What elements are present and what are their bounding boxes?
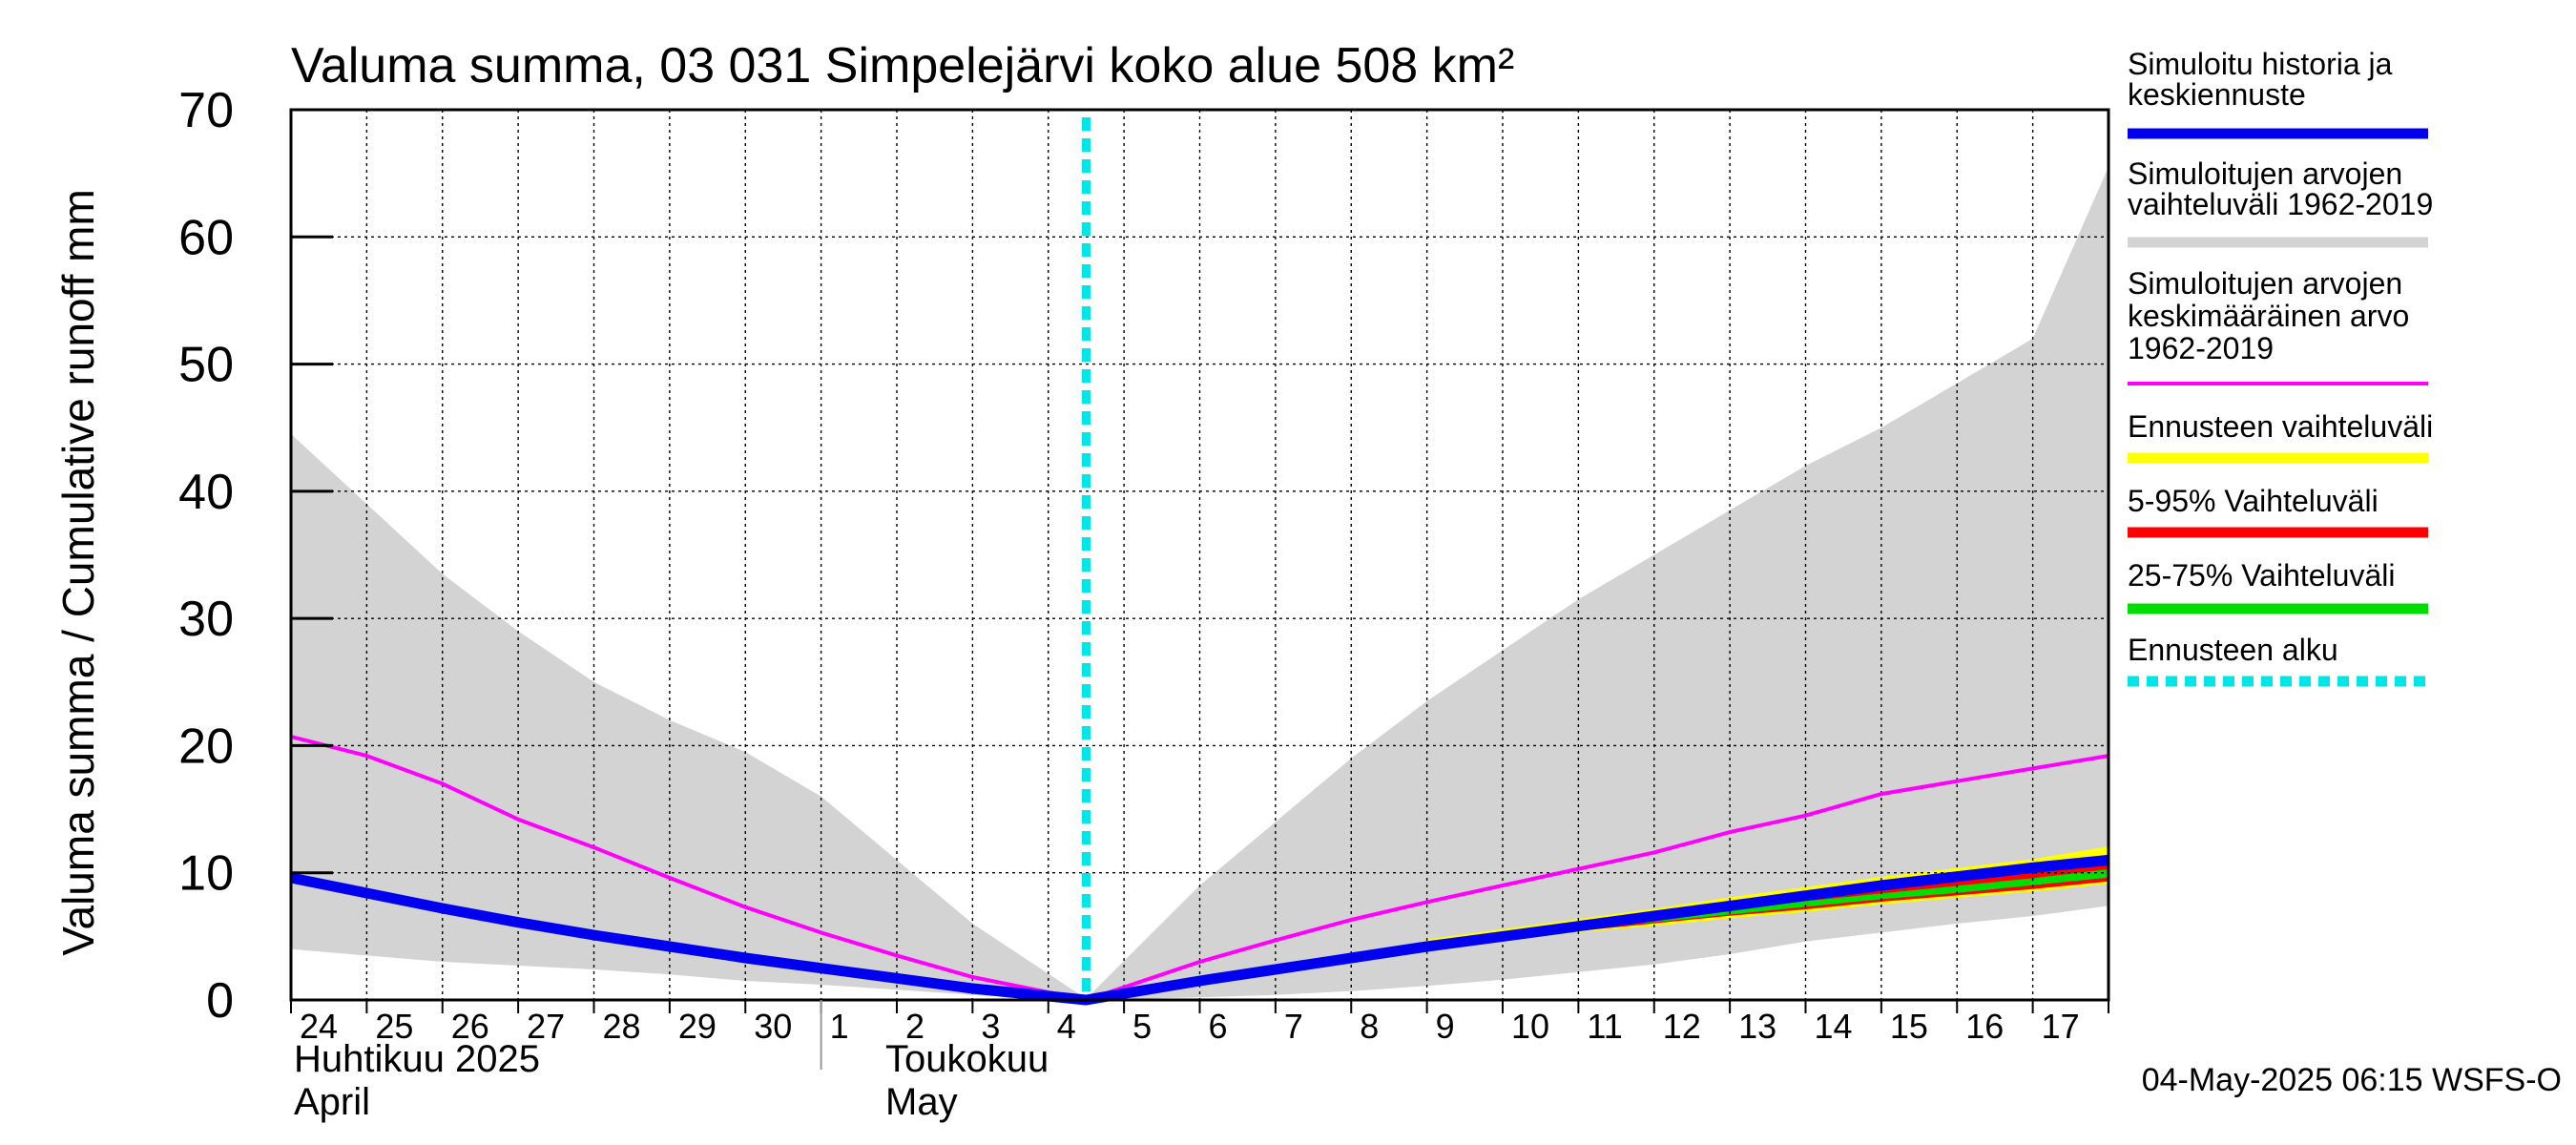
- x-tick-label: 9: [1436, 1007, 1455, 1046]
- x-tick-label: 12: [1663, 1007, 1701, 1046]
- month-label-april-en: April: [294, 1081, 370, 1123]
- x-tick-label: 14: [1815, 1007, 1853, 1046]
- x-tick-label: 26: [451, 1007, 489, 1046]
- month-label-may-en: May: [885, 1081, 958, 1123]
- x-tick-label: 5: [1132, 1007, 1152, 1046]
- legend-label: vaihteluväli 1962-2019: [2128, 187, 2433, 221]
- x-axis: 24 25 26 27 28 29 30 1 2 3 4 5 6 7 8 9 10 11 12 13 14 15 16 17: [290, 1000, 2109, 1046]
- x-tick-label: 28: [603, 1007, 641, 1046]
- x-tick-label: 1: [830, 1007, 849, 1046]
- x-tick-label: 7: [1284, 1007, 1303, 1046]
- y-tick-label: 70: [178, 83, 234, 138]
- legend-entry-4: 5-95% Vaihteluväli: [2128, 484, 2428, 538]
- legend-label: keskimääräinen arvo: [2128, 299, 2409, 333]
- grid-lines: [291, 110, 2109, 1000]
- legend-label: 5-95% Vaihteluväli: [2128, 484, 2379, 518]
- y-tick-label: 0: [206, 973, 234, 1029]
- legend-entry-5: 25-75% Vaihteluväli: [2128, 558, 2428, 614]
- y-axis-label: Valuma summa / Cumulative runoff mm: [53, 189, 103, 956]
- x-tick-label: 24: [300, 1007, 338, 1046]
- month-label-may-fi: Toukokuu: [885, 1038, 1049, 1080]
- x-tick-label: 4: [1057, 1007, 1076, 1046]
- legend-label: Ennusteen alku: [2128, 633, 2338, 667]
- y-axis: 0 10 20 30 40 50 60 70: [178, 83, 333, 1029]
- mean-line: [290, 735, 2109, 1002]
- x-tick-label: 13: [1738, 1007, 1776, 1046]
- x-tick-label: 3: [981, 1007, 1000, 1046]
- y-tick-label: 20: [178, 718, 234, 774]
- x-tick-label: 29: [678, 1007, 717, 1046]
- x-tick-label: 16: [1965, 1007, 2004, 1046]
- x-tick-label: 15: [1890, 1007, 1928, 1046]
- legend-label: Simuloitujen arvojen: [2128, 156, 2402, 191]
- legend-label: Simuloitujen arvojen: [2128, 266, 2402, 301]
- legend-label: Simuloitu historia ja: [2128, 47, 2393, 81]
- x-tick-label: 30: [754, 1007, 792, 1046]
- x-tick-label: 11: [1587, 1007, 1622, 1046]
- y-tick-label: 10: [178, 846, 234, 902]
- timestamp: 04-May-2025 06:15 WSFS-O: [2142, 1062, 2562, 1098]
- y-tick-label: 40: [178, 465, 234, 520]
- legend-entry-6: Ennusteen alku: [2128, 633, 2428, 687]
- x-tick-label: 8: [1360, 1007, 1379, 1046]
- main-forecast-line: [289, 854, 2109, 1006]
- chart-title: Valuma summa, 03 031 Simpelejärvi koko a…: [291, 38, 1514, 94]
- legend-label: keskiennuste: [2128, 77, 2306, 112]
- plot-area: [289, 108, 2110, 1006]
- legend-label: 25-75% Vaihteluväli: [2128, 558, 2395, 593]
- legend-label: 1962-2019: [2128, 331, 2274, 365]
- x-tick-label: 17: [2042, 1007, 2080, 1046]
- y-tick-label: 50: [178, 338, 234, 393]
- month-label-april-fi: Huhtikuu 2025: [294, 1038, 540, 1080]
- x-tick-label: 25: [375, 1007, 413, 1046]
- y-tick-label: 30: [178, 592, 234, 647]
- x-tick-label: 27: [527, 1007, 565, 1046]
- legend: Simuloitu historia jakeskiennusteSimuloi…: [2128, 47, 2433, 687]
- legend-label: Ennusteen vaihteluväli: [2128, 409, 2433, 444]
- legend-entry-3: Ennusteen vaihteluväli: [2128, 409, 2433, 464]
- series-lines: [289, 735, 2109, 1006]
- y-tick-label: 60: [178, 210, 234, 265]
- x-tick-label: 2: [905, 1007, 924, 1046]
- x-tick-label: 10: [1511, 1007, 1549, 1046]
- x-tick-label: 6: [1209, 1007, 1228, 1046]
